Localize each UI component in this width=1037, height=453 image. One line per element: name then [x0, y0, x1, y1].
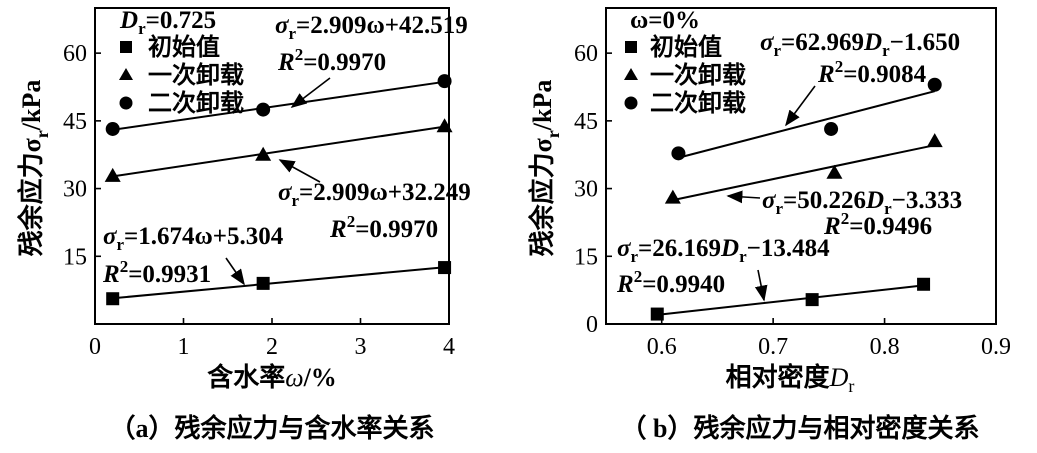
legend-a: 初始值 一次卸载 二次卸载 [119, 33, 244, 117]
data-points-a [104, 74, 453, 306]
caption-a: （a）残余应力与含水率关系 [109, 413, 434, 443]
x-tick-label: 3 [355, 334, 367, 360]
fit-equation-square-a: σr=1.674ω+5.304 [103, 223, 284, 254]
legend-square-icon [120, 41, 132, 53]
legend-circle-icon [624, 96, 638, 110]
y-axis-title-b: 残余应力σr/kPa [527, 80, 563, 257]
x-tick-label: 2 [266, 334, 278, 360]
r2-triangle-a: R2=0.9970 [329, 212, 438, 243]
x-axis-title-b: 相对密度Dr [726, 362, 855, 396]
data-point-triangle [255, 146, 272, 161]
y-tick-label: 0 [586, 312, 598, 338]
fit-equation-triangle-b: σr=50.226Dr−3.333 [762, 187, 962, 218]
data-points-b [650, 77, 943, 321]
fit-equation-square-b: σr=26.169Dr−13.484 [617, 235, 830, 266]
annotation-arrow [278, 159, 321, 183]
x-tick-label: 0.8 [870, 334, 900, 360]
legend-label: 一次卸载 [650, 61, 746, 89]
fit-line-triangle-a [112, 125, 445, 178]
fit-lines-a [112, 80, 445, 300]
legend-square-icon [625, 41, 637, 53]
legend-label: 初始值 [148, 33, 220, 61]
x-tick-label: 0.6 [647, 334, 677, 360]
y-tick-label: 15 [63, 244, 87, 270]
axes-a: 0 1 2 3 4 15 30 45 60 [63, 41, 455, 360]
fit-line-triangle-b [672, 144, 935, 202]
data-point-triangle [664, 189, 681, 204]
annotation-arrow [290, 77, 331, 108]
r2-circle-a: R2=0.9970 [277, 45, 386, 76]
y-tick-label: 30 [574, 177, 598, 203]
legend-label: 初始值 [650, 33, 722, 61]
x-tick-label: 0 [89, 334, 101, 360]
x-tick-label: 0.9 [981, 334, 1011, 360]
data-point-triangle [436, 118, 453, 133]
fit-line-circle-a [112, 80, 445, 131]
data-point-square [917, 277, 931, 291]
data-point-circle [256, 102, 271, 117]
fit-equation-circle-a: σr=2.909ω+42.519 [275, 12, 468, 43]
y-tick-label: 30 [63, 177, 87, 203]
data-point-circle [671, 146, 686, 161]
x-axis-title-a: 含水率ω/% [207, 362, 337, 392]
data-point-square [106, 292, 120, 306]
caption-b: （ b）残余应力与相对密度关系 [621, 413, 980, 443]
r2-square-a: R2=0.9931 [102, 257, 211, 288]
condition-b: ω=0% [630, 7, 700, 34]
fit-line-square-b [657, 284, 924, 316]
legend-label: 二次卸载 [650, 89, 746, 117]
data-point-circle [824, 121, 839, 136]
r2-circle-b: R2=0.9084 [817, 57, 927, 88]
y-tick-label: 15 [574, 244, 598, 270]
x-tick-label: 4 [443, 334, 455, 360]
legend-triangle-icon [624, 68, 638, 80]
plot-frame-b [605, 7, 997, 325]
legend-circle-icon [119, 96, 133, 110]
data-point-circle [105, 121, 120, 136]
y-tick-label: 45 [63, 109, 87, 135]
annotation-arrow [726, 190, 761, 204]
r2-square-b: R2=0.9940 [616, 267, 725, 298]
condition-a: Dr=0.725 [119, 7, 216, 38]
data-point-square [805, 293, 819, 307]
fit-equation-triangle-a: σr=2.909ω+32.249 [278, 179, 471, 210]
legend-label: 一次卸载 [148, 61, 244, 89]
legend-label: 二次卸载 [148, 89, 244, 117]
legend-b: 初始值 一次卸载 二次卸载 [624, 33, 746, 117]
y-tick-label: 60 [63, 41, 87, 67]
y-tick-label: 45 [574, 109, 598, 135]
data-point-triangle [104, 167, 121, 182]
y-tick-label: 60 [574, 41, 598, 67]
data-point-circle [437, 74, 452, 89]
fit-equation-circle-b: σr=62.969Dr−1.650 [760, 29, 960, 60]
annotation-arrow [785, 85, 816, 127]
annotation-arrow [754, 269, 768, 302]
data-point-square [438, 261, 452, 275]
chart-panel-a: 0 1 2 3 4 15 30 45 60 残余应力σr/kPa 含水率ω/% Dr=0.725… [16, 7, 471, 443]
data-point-square [650, 307, 664, 321]
fit-line-square-a [112, 266, 445, 300]
x-tick-label: 1 [178, 334, 190, 360]
legend-triangle-icon [119, 68, 133, 80]
axes-b: 0.6 0.7 0.8 0.9 0 15 30 45 60 [574, 41, 1011, 360]
r2-triangle-b: R2=0.9496 [823, 209, 932, 240]
data-point-circle [927, 77, 942, 92]
fit-lines-b [657, 90, 935, 316]
y-axis-title-a: 残余应力σr/kPa [16, 80, 52, 257]
data-point-triangle [926, 133, 943, 148]
x-tick-label: 0.7 [758, 334, 788, 360]
data-point-square [256, 276, 270, 290]
data-point-triangle [826, 164, 843, 179]
fit-line-circle-b [678, 90, 935, 159]
annotation-arrow [225, 257, 245, 286]
